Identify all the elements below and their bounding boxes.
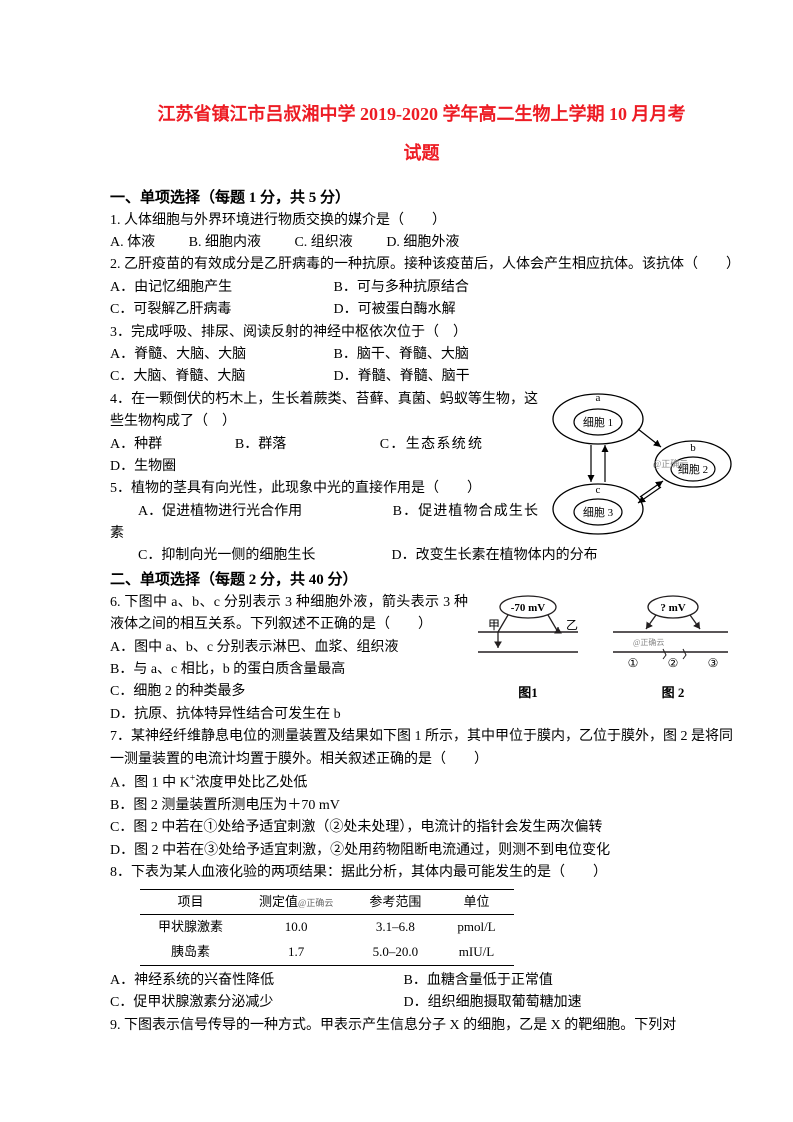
q1-C: C. 组织液 [294, 235, 352, 250]
q7-A: A．图 1 中 K+浓度甲处比乙处低 [110, 771, 733, 795]
q5-A: A．促进植物进行光合作用 [110, 501, 388, 523]
q3-B: B．脑干、脊髓、大脑 [334, 347, 469, 362]
q7-B: B．图 2 测量装置所测电压为＋70 mV [110, 795, 733, 817]
th-3: 单位 [439, 889, 513, 915]
q2-row1: A．由记忆细胞产生 B．可与多种抗原结合 [110, 277, 733, 299]
q3-D: D．脊髓、脊髓、脑干 [334, 369, 470, 384]
q3-row1: A．脊髓、大脑、大脑 B．脑干、脊髓、大脑 [110, 344, 733, 366]
q2-row2: C．可裂解乙肝病毒 D．可被蛋白酶水解 [110, 299, 733, 321]
q7-C: C．图 2 中若在①处给予适宜刺激（②处未处理），电流计的指针会发生两次偏转 [110, 817, 733, 839]
q8-row1: A．神经系统的兴奋性降低 B．血糖含量低于正常值 [110, 970, 733, 992]
q8-row2: C．促甲状腺激素分泌减少 D．组织细胞摄取葡萄糖加速 [110, 992, 733, 1014]
node-b-label: b [690, 442, 696, 454]
q5-D: D．改变生长素在植物体内的分布 [392, 548, 598, 563]
q3-stem: 3．完成呼吸、排尿、阅读反射的神经中枢依次位于（ ） [110, 322, 733, 344]
node-a-label: a [596, 392, 601, 404]
q3-row2: C．大脑、脊髓、大脑 D．脊髓、脊髓、脑干 [110, 366, 733, 388]
q4-D: D．生物圈 [110, 459, 176, 474]
voltage-diagram: -70 mV 甲 乙 图1 ? mV ① ② ③ [473, 592, 733, 715]
section-1-header: 一、单项选择（每题 1 分，共 5 分） [110, 186, 733, 210]
m1-label: ① [628, 656, 639, 670]
main-title: 江苏省镇江市吕叔湘中学 2019-2020 学年高二生物上学期 10 月月考 [110, 100, 733, 129]
q1-B: B. 细胞内液 [189, 235, 261, 250]
cell-diagram: a 细胞 1 b 细胞 2 c 细胞 3 [543, 389, 733, 539]
table-watermark: @正确云 [298, 898, 333, 908]
cell3-label: 细胞 3 [583, 506, 614, 519]
q8-A: A．神经系统的兴奋性降低 [110, 970, 400, 992]
m3-label: ③ [708, 656, 719, 670]
table-row: 甲状腺激素 10.0 3.1–6.8 pmol/L [140, 915, 514, 940]
q7-D: D．图 2 中若在③处给予适宜刺激，②处用药物阻断电流通过，则测不到电位变化 [110, 840, 733, 862]
section-2-header: 二、单项选择（每题 2 分，共 40 分） [110, 568, 733, 592]
q3-A: A．脊髓、大脑、大脑 [110, 344, 330, 366]
q2-A: A．由记忆细胞产生 [110, 277, 330, 299]
q8-D: D．组织细胞摄取葡萄糖加速 [404, 995, 582, 1010]
fig2-label: 图 2 [662, 685, 685, 700]
q1-options: A. 体液 B. 细胞内液 C. 组织液 D. 细胞外液 [110, 232, 733, 254]
exam-page: 江苏省镇江市吕叔湘中学 2019-2020 学年高二生物上学期 10 月月考 试… [0, 0, 793, 1077]
q2-D: D．可被蛋白酶水解 [334, 302, 456, 317]
q3-C: C．大脑、脊髓、大脑 [110, 366, 330, 388]
mv2-label: ? mV [660, 602, 685, 614]
jia-label: 甲 [488, 618, 500, 632]
cell-diagram-svg: a 细胞 1 b 细胞 2 c 细胞 3 [543, 389, 733, 539]
q2-stem: 2. 乙肝疫苗的有效成分是乙肝病毒的一种抗原。接种该疫苗后，人体会产生相应抗体。… [110, 254, 733, 276]
th-0: 项目 [140, 889, 241, 915]
q5-row2: C．抑制向光一侧的细胞生长 D．改变生长素在植物体内的分布 [110, 545, 733, 567]
mv1-label: -70 mV [511, 602, 546, 614]
sub-title: 试题 [110, 139, 733, 168]
q4-B: B．群落 [235, 434, 375, 456]
q1-D: D. 细胞外液 [386, 235, 459, 250]
q5-C: C．抑制向光一侧的细胞生长 [110, 545, 388, 567]
q4-A: A．种群 [110, 434, 230, 456]
q1-A: A. 体液 [110, 235, 155, 250]
cell1-label: 细胞 1 [583, 416, 613, 429]
watermark2-text: @正确云 [633, 637, 664, 647]
q8-table: 项目 测定值@正确云 参考范围 单位 甲状腺激素 10.0 3.1–6.8 pm… [140, 889, 514, 966]
q1-stem: 1. 人体细胞与外界环境进行物质交换的媒介是（ ） [110, 210, 733, 232]
table-row: 胰岛素 1.7 5.0–20.0 mIU/L [140, 940, 514, 965]
q4-C: C．生态系统 [380, 437, 467, 452]
yi-label: 乙 [566, 618, 578, 632]
q9-stem: 9. 下图表示信号传导的一种方式。甲表示产生信息分子 X 的细胞，乙是 X 的靶… [110, 1015, 733, 1037]
q2-B: B．可与多种抗原结合 [334, 280, 469, 295]
fig1-label: 图1 [518, 685, 538, 700]
q8-B: B．血糖含量低于正常值 [404, 973, 553, 988]
watermark-text: @正确云 [653, 458, 688, 469]
node-c-label: c [596, 484, 601, 496]
th-2: 参考范围 [351, 889, 439, 915]
q7-stem: 7．某神经纤维静息电位的测量装置及结果如下图 1 所示，其中甲位于膜内，乙位于膜… [110, 726, 733, 771]
voltage-svg: -70 mV 甲 乙 图1 ? mV ① ② ③ [473, 592, 733, 707]
m2-label: ② [668, 656, 679, 670]
q8-C: C．促甲状腺激素分泌减少 [110, 992, 400, 1014]
th-1: 测定值@正确云 [241, 889, 351, 915]
q2-C: C．可裂解乙肝病毒 [110, 299, 330, 321]
q8-stem: 8．下表为某人血液化验的两项结果：据此分析，其体内最可能发生的是（ ） [110, 862, 733, 884]
